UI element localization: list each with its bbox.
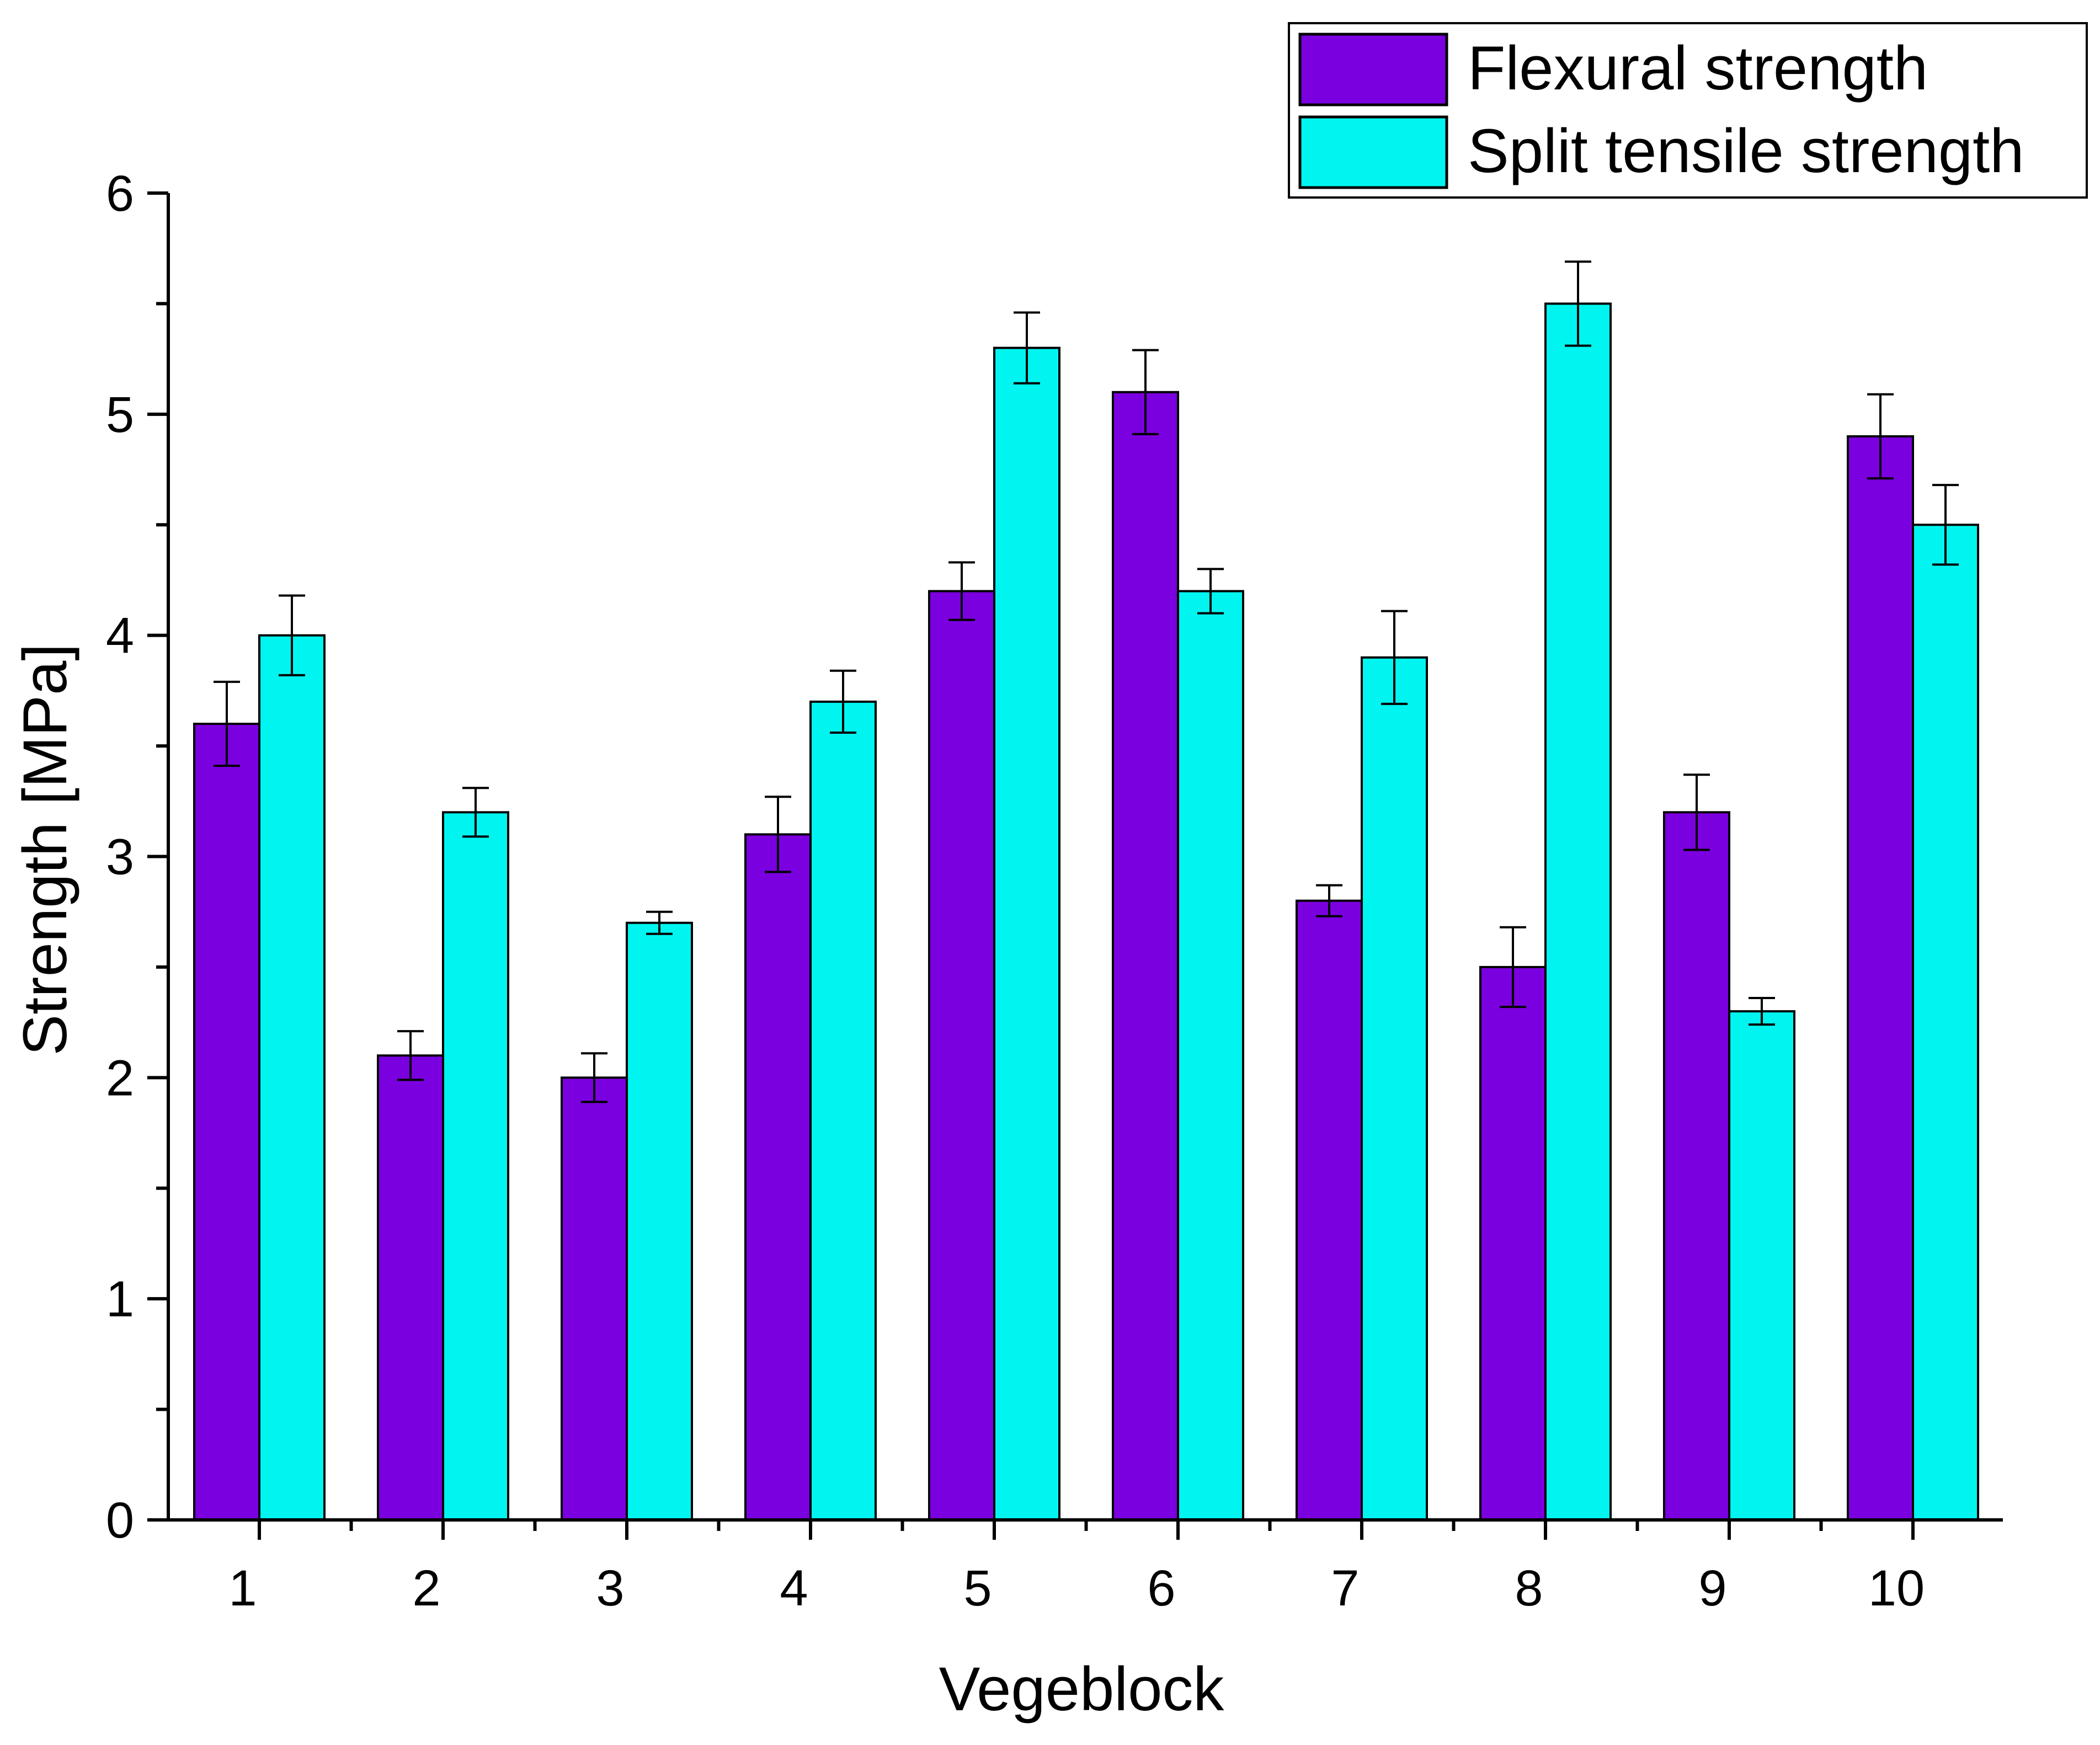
error-bar-flexural-9 xyxy=(1683,773,1710,851)
bar-flexural-10 xyxy=(1847,435,1914,1522)
bar-flexural-7 xyxy=(1296,899,1363,1521)
error-bar-flexural-2 xyxy=(397,1030,424,1081)
y-axis-title: Strength [MPa] xyxy=(10,643,79,1055)
bar-split-tensile-5 xyxy=(993,346,1060,1522)
error-bar-flexural-6 xyxy=(1132,349,1159,435)
x-tick-label-7: 7 xyxy=(1331,1560,1359,1616)
y-tick-label: 1 xyxy=(106,1271,134,1327)
error-bar-split-tensile-2 xyxy=(462,787,489,838)
bar-split-tensile-7 xyxy=(1361,656,1428,1521)
bar-split-tensile-9 xyxy=(1728,1010,1795,1522)
bar-split-tensile-4 xyxy=(809,700,877,1521)
bar-flexural-2 xyxy=(377,1054,444,1521)
bar-split-tensile-6 xyxy=(1177,590,1244,1521)
legend: Flexural strength Split tensile strength xyxy=(1288,22,2088,199)
x-tick-label-4: 4 xyxy=(780,1560,808,1616)
legend-swatch-flexural xyxy=(1298,33,1448,106)
x-tick-label-6: 6 xyxy=(1147,1560,1175,1616)
bar-flexural-4 xyxy=(744,833,812,1521)
legend-label-flexural: Flexural strength xyxy=(1468,34,1928,103)
bar-split-tensile-3 xyxy=(626,921,693,1521)
error-bar-split-tensile-8 xyxy=(1565,260,1591,347)
y-tick-label: 4 xyxy=(106,608,134,664)
x-axis-title: Vegeblock xyxy=(939,1655,1225,1723)
bar-flexural-5 xyxy=(928,590,995,1521)
error-bar-split-tensile-4 xyxy=(830,669,856,734)
error-bar-flexural-1 xyxy=(214,680,240,767)
error-bar-flexural-8 xyxy=(1500,926,1526,1008)
bar-split-tensile-1 xyxy=(258,634,326,1521)
y-tick-label: 6 xyxy=(106,166,134,222)
bar-split-tensile-2 xyxy=(442,811,509,1521)
x-tick-label-8: 8 xyxy=(1515,1560,1543,1616)
error-bars-layer xyxy=(214,260,1959,1103)
x-tick-label-3: 3 xyxy=(596,1560,624,1616)
bar-flexural-9 xyxy=(1663,811,1730,1521)
x-tick-label-10: 10 xyxy=(1868,1560,1925,1616)
bars-layer xyxy=(193,302,1979,1522)
error-bar-flexural-3 xyxy=(581,1052,607,1103)
bar-flexural-6 xyxy=(1112,391,1179,1521)
y-tick-label: 0 xyxy=(106,1492,134,1549)
x-tick-label-2: 2 xyxy=(412,1560,440,1616)
bar-split-tensile-10 xyxy=(1912,524,1979,1521)
error-bar-split-tensile-5 xyxy=(1014,311,1040,385)
bar-flexural-3 xyxy=(561,1076,628,1522)
error-bar-split-tensile-1 xyxy=(279,594,305,676)
bar-split-tensile-8 xyxy=(1544,302,1612,1521)
bar-flexural-1 xyxy=(193,723,260,1521)
axes-layer: 0 1 2 3 4 5 6 1 2 3 4 5 6 7 8 9 10 xyxy=(106,166,2003,1616)
error-bar-split-tensile-6 xyxy=(1197,568,1224,615)
y-tick-label: 3 xyxy=(106,829,134,885)
x-tick-label-9: 9 xyxy=(1698,1560,1726,1616)
error-bar-flexural-5 xyxy=(948,561,975,621)
error-bar-flexural-10 xyxy=(1867,393,1894,480)
legend-label-split-tensile: Split tensile strength xyxy=(1468,116,2024,185)
error-bar-split-tensile-7 xyxy=(1381,610,1408,705)
error-bar-flexural-4 xyxy=(765,796,791,873)
x-tick-label-1: 1 xyxy=(228,1560,257,1616)
error-bar-flexural-7 xyxy=(1316,884,1342,917)
y-tick-label: 5 xyxy=(106,387,134,443)
y-tick-label: 2 xyxy=(106,1050,134,1106)
error-bar-split-tensile-9 xyxy=(1749,997,1775,1026)
error-bar-split-tensile-3 xyxy=(646,910,673,935)
error-bar-split-tensile-10 xyxy=(1932,484,1959,566)
legend-swatch-split-tensile xyxy=(1298,115,1448,189)
bar-flexural-8 xyxy=(1479,965,1547,1521)
x-tick-label-5: 5 xyxy=(963,1560,992,1616)
